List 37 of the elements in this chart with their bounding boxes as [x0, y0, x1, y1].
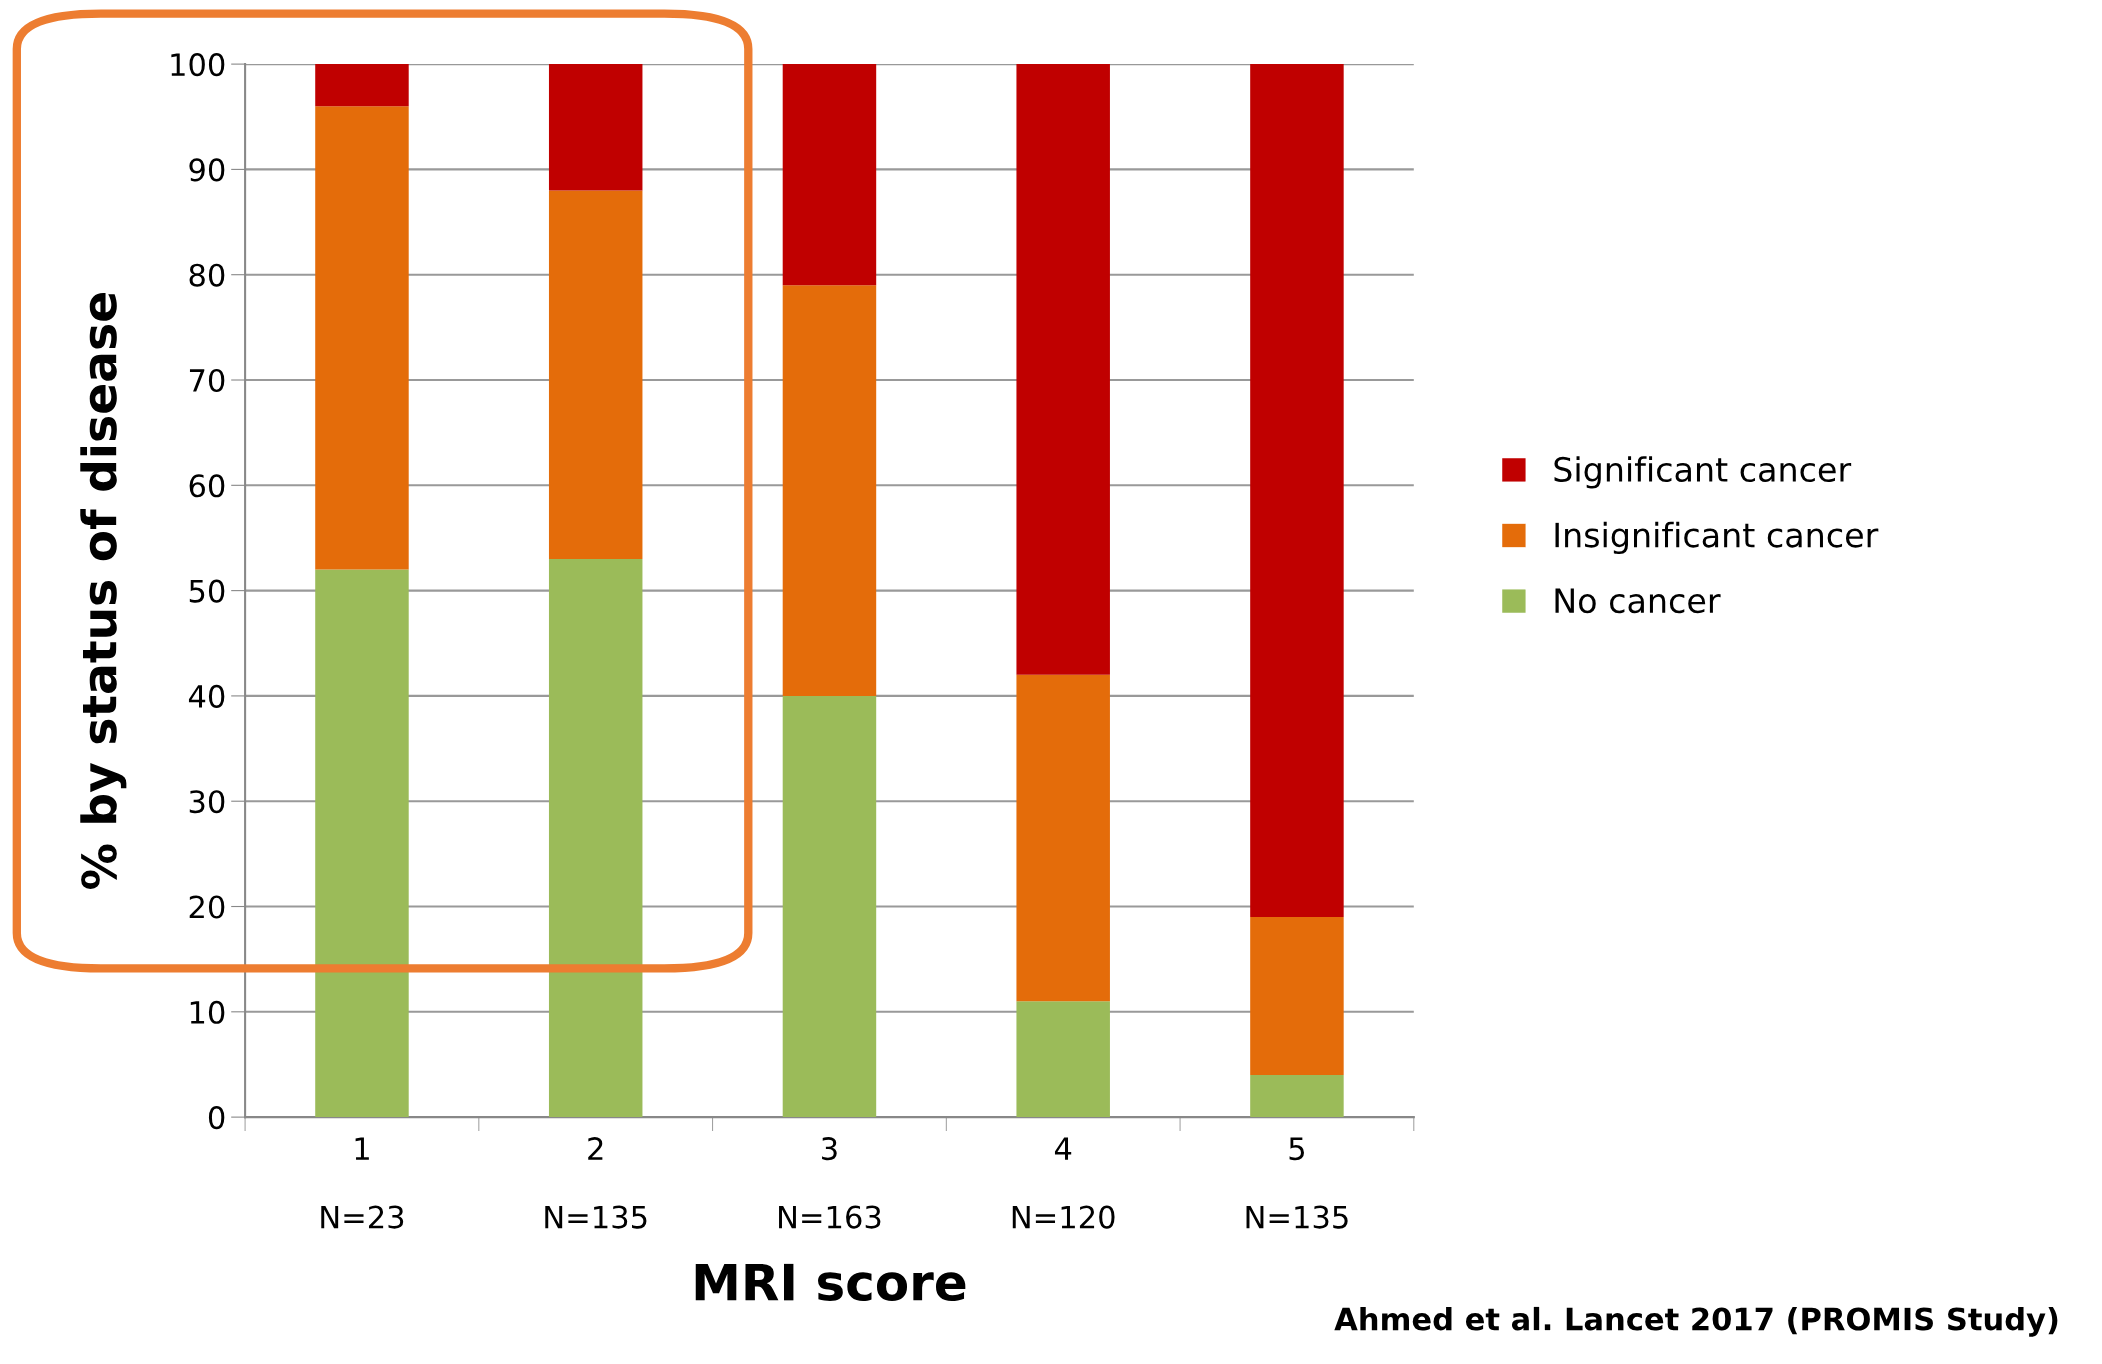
text: Ahmed et al. Lancet 2017 (PROMIS Study) [1334, 1306, 2058, 1337]
y-axis-title: % by status of disease [80, 293, 127, 889]
bar [315, 64, 409, 107]
x-axis-title: MRI score [695, 1263, 966, 1302]
y-tick-label: 90 [189, 158, 225, 182]
y-tick-label: 60 [189, 474, 225, 498]
y-tick-label: 80 [189, 263, 225, 287]
bar [548, 64, 643, 191]
y-tick-label: 50 [189, 579, 225, 603]
legend-label: Significant cancer [1554, 456, 1852, 489]
bar [1016, 1001, 1110, 1118]
bar [548, 190, 643, 560]
y-tick-label: 10 [190, 1000, 225, 1024]
legend-label: No cancer [1555, 588, 1721, 614]
category-label: 4 N=120 [1012, 1137, 1115, 1229]
bar [782, 285, 877, 696]
bar [1250, 64, 1344, 918]
bar [1016, 64, 1110, 675]
bar [1250, 917, 1344, 1075]
bar [782, 695, 877, 1118]
bar [315, 106, 409, 570]
y-tick-label: 40 [188, 684, 225, 708]
category-label: 2 N=135 [545, 1137, 647, 1229]
legend-label: Insignificant cancer [1555, 521, 1879, 555]
bar [782, 64, 877, 286]
y-tick-label: 20 [189, 895, 225, 919]
category-label: 1 N=23 [321, 1137, 404, 1229]
y-tick-label: 30 [189, 790, 225, 814]
category-label: 3 N=163 [779, 1137, 881, 1229]
bar [548, 559, 643, 1118]
y-tick-label: 100 [171, 53, 225, 77]
bar [315, 569, 409, 1118]
category-label: 5 N=135 [1246, 1137, 1348, 1229]
bar [1016, 674, 1110, 1002]
y-tick-label: 0 [208, 1106, 225, 1130]
y-tick-label: 70 [189, 368, 225, 393]
bar [1250, 1075, 1344, 1118]
